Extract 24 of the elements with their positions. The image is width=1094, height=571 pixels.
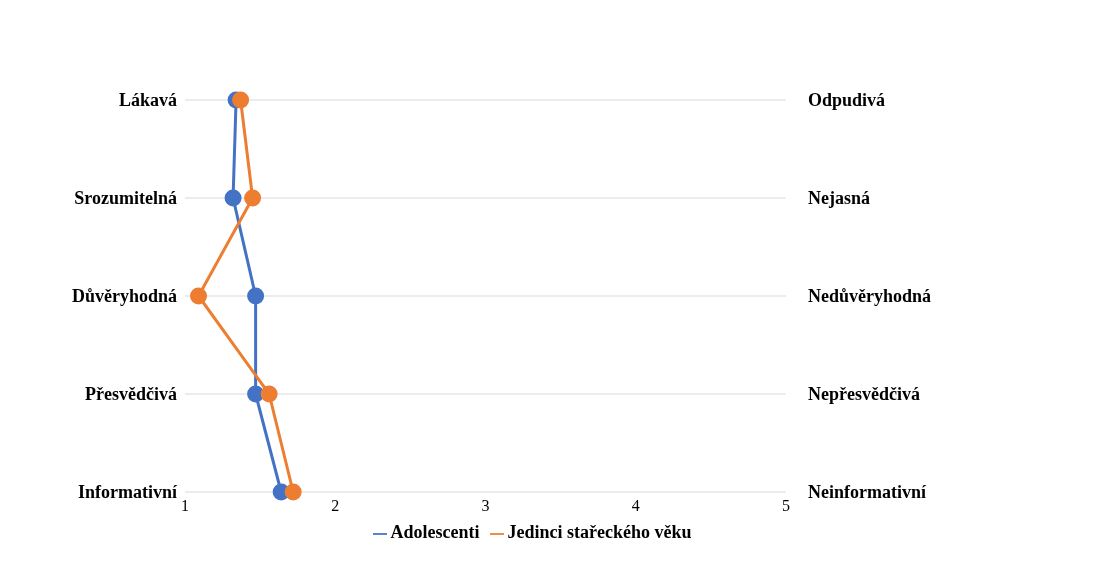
x-tick-label: 2: [331, 497, 340, 515]
y-tick-label: Srozumitelná: [74, 188, 177, 209]
point: [224, 189, 242, 207]
legend-label: Jedinci stařeckého věku: [507, 522, 692, 542]
x-tick-label: 1: [181, 497, 189, 515]
text: Nepřesvědčivá: [808, 384, 920, 405]
y-tick-label: Lákavá: [118, 90, 177, 111]
text: Neinformativní: [808, 482, 927, 503]
y-tick-label: Informativní: [78, 482, 178, 503]
point: [244, 189, 262, 207]
text: Nejasná: [808, 188, 870, 209]
point: [260, 385, 278, 403]
x-tick-label: 5: [782, 497, 790, 515]
x-tick-label: 3: [481, 497, 490, 515]
point: [247, 287, 265, 305]
y-tick-label: Přesvědčivá: [85, 384, 177, 405]
legend-label: Adolescenti: [390, 522, 480, 542]
point: [190, 287, 208, 305]
text: Odpudivá: [808, 90, 886, 111]
y-tick-label: Důvěryhodná: [71, 286, 177, 307]
point: [232, 91, 250, 109]
text: Nedůvěryhodná: [808, 286, 932, 307]
point: [284, 483, 302, 501]
x-tick-label: 4: [631, 497, 640, 515]
